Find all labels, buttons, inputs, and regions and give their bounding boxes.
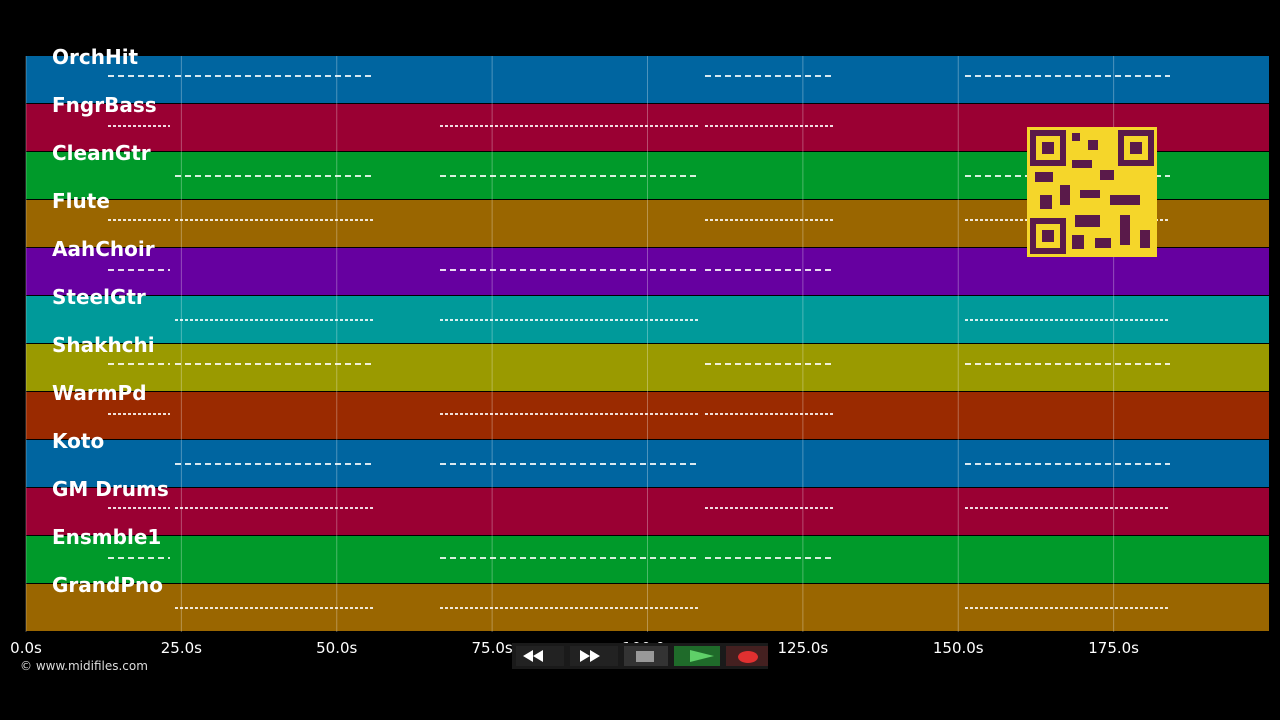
- track-name: GM Drums: [52, 477, 169, 501]
- record-button[interactable]: [726, 646, 768, 666]
- time-tick-label: 25.0s: [161, 639, 202, 657]
- transport: [512, 643, 768, 669]
- copyright: © www.midifiles.com: [20, 659, 148, 673]
- time-tick-label: 75.0s: [472, 639, 513, 657]
- track-lane: [26, 344, 1269, 391]
- labels: OrchHit FngrBass CleanGtr Flute AahChoir Stee…: [10, 45, 1139, 657]
- track-name: GrandPno: [52, 573, 163, 597]
- track-name: SteelGtr: [52, 285, 146, 309]
- track-name: WarmPd: [52, 381, 147, 405]
- time-tick-label: 0.0s: [10, 639, 42, 657]
- track-name: FngrBass: [52, 93, 157, 117]
- time-tick-label: 125.0s: [777, 639, 828, 657]
- forward-button[interactable]: [570, 646, 618, 666]
- time-tick-label: 50.0s: [316, 639, 357, 657]
- track-name: AahChoir: [52, 237, 155, 261]
- rewind-button[interactable]: [516, 646, 564, 666]
- track-lane: [26, 56, 1269, 103]
- time-tick-label: 150.0s: [933, 639, 984, 657]
- track-name: Shakhchi: [52, 333, 155, 357]
- play-button[interactable]: [674, 646, 720, 666]
- time-tick-label: 175.0s: [1088, 639, 1139, 657]
- stop-button[interactable]: [624, 646, 668, 666]
- track-name: Ensmble1: [52, 525, 161, 549]
- track-name: Koto: [52, 429, 104, 453]
- track-lane: [26, 440, 1269, 487]
- track-name: CleanGtr: [52, 141, 151, 165]
- qr-code: [1027, 127, 1157, 257]
- track-lane: [26, 488, 1269, 535]
- track-name: OrchHit: [52, 45, 139, 69]
- track-lane: [26, 536, 1269, 583]
- track-lane: [26, 392, 1269, 439]
- track-name: Flute: [52, 189, 110, 213]
